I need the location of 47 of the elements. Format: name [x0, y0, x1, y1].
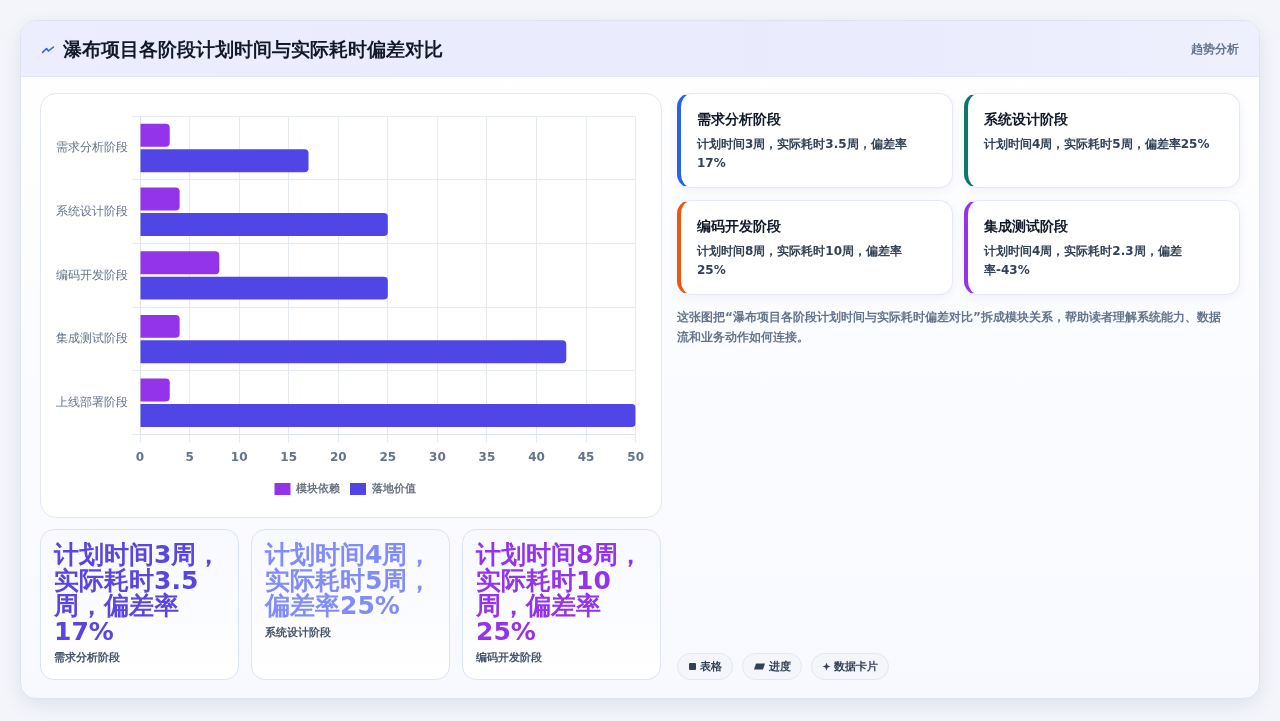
text: 编码开发阶段 [476, 650, 543, 666]
bar [140, 340, 567, 364]
text: 计划时间8周，实际耗时10周，偏差率25% [697, 243, 904, 279]
text: 趋势分析 [1191, 41, 1239, 58]
text: 需求分析阶段 [697, 110, 782, 129]
x-tick-label: 15 [280, 449, 298, 464]
bar [140, 212, 388, 236]
bar [140, 251, 220, 275]
x-tick-label: 45 [577, 449, 595, 464]
text: 计划时间8周，实际耗时10周，偏差率25% [476, 540, 644, 646]
bar [140, 187, 180, 211]
bar [140, 276, 388, 300]
chart-title: 瀑布项目各阶段计划时间与实际耗时偏差对比 [63, 37, 443, 62]
x-tick-label: 10 [230, 449, 248, 464]
x-tick-label: 40 [528, 449, 545, 464]
text: 系统设计阶段 [265, 624, 332, 641]
text: 集成测试阶段 [984, 217, 1069, 236]
legend-label: 模块依赖 [295, 481, 340, 495]
text: 表格 [700, 659, 722, 674]
text: 编码开发阶段 [697, 217, 782, 236]
bar [140, 149, 309, 173]
text: 计划时间3周，实际耗时3.5周，偏差率17% [54, 540, 222, 646]
y-tick-label: 上线部署阶段 [56, 394, 128, 409]
x-tick-label: 0 [135, 449, 145, 464]
bar [140, 123, 170, 147]
text: 计划时间3周，实际耗时3.5周，偏差率17% [697, 136, 908, 172]
x-tick-label: 25 [379, 449, 397, 464]
y-tick-label: 需求分析阶段 [56, 140, 128, 155]
text: 系统设计阶段 [984, 110, 1069, 129]
x-tick-label: 20 [329, 449, 347, 464]
text: 计划时间4周，实际耗时5周，偏差率25% [265, 540, 433, 620]
x-tick-label: 50 [627, 449, 644, 464]
bar [140, 404, 636, 427]
y-tick-label: 系统设计阶段 [56, 203, 128, 218]
text: 数据卡片 [834, 659, 878, 674]
text: 计划时间4周，实际耗时5周，偏差率25% [984, 136, 1211, 153]
bar [140, 314, 180, 338]
y-tick-label: 编码开发阶段 [56, 267, 128, 282]
x-tick-label: 35 [478, 449, 496, 464]
text: 计划时间4周，实际耗时2.3周，偏差率-43% [984, 243, 1183, 279]
x-tick-label: 30 [429, 449, 446, 464]
y-tick-label: 集成测试阶段 [56, 331, 128, 346]
x-tick-label: 5 [185, 449, 194, 464]
bar [140, 378, 170, 402]
text: 这张图把“瀑布项目各阶段计划时间与实际耗时偏差对比”拆成模块关系，帮助读者理解系统能力、数据流和业务动作如何连接。 [677, 309, 1222, 346]
text: 进度 [769, 659, 791, 674]
legend-label: 落地价值 [370, 481, 416, 495]
